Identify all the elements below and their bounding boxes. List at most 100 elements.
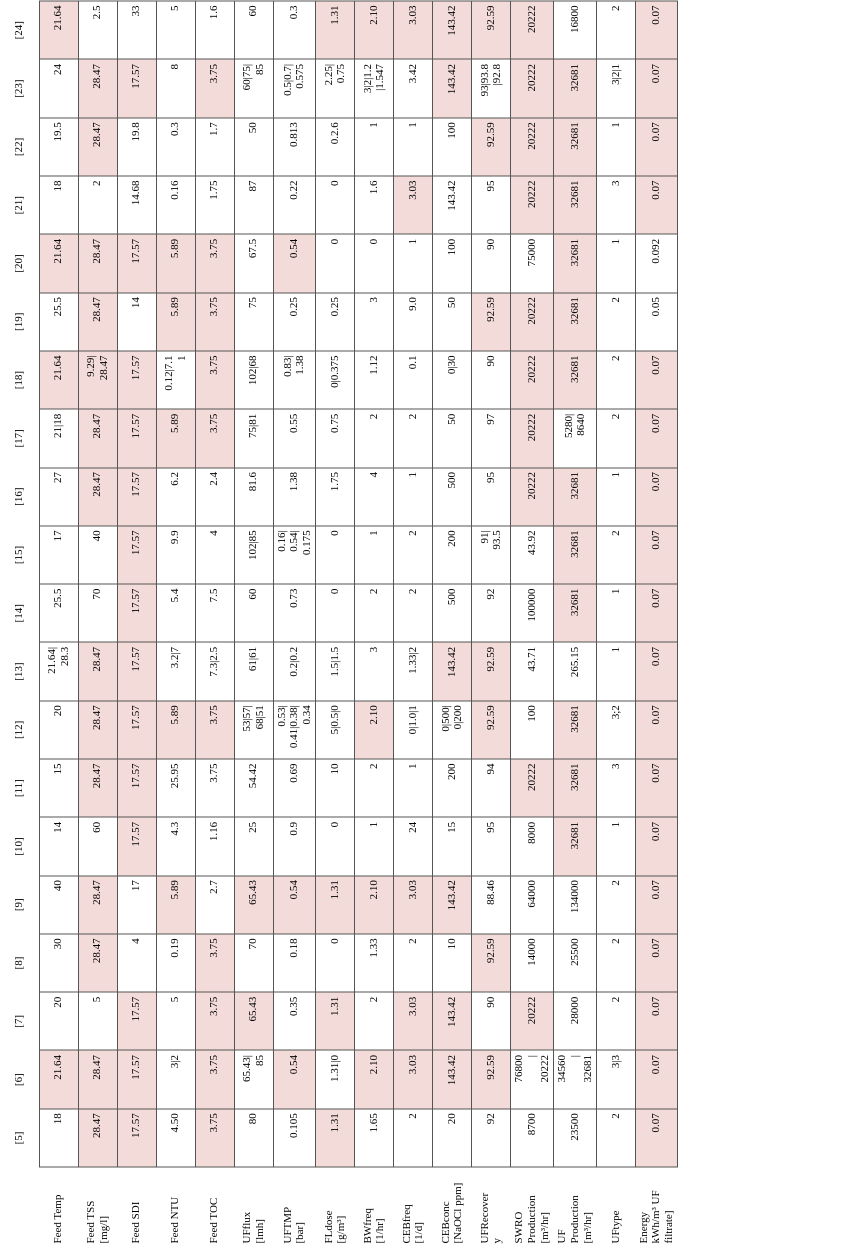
data-cell: 4 [355, 467, 394, 525]
data-cell: 90 [472, 350, 511, 408]
data-cell: 24 [394, 817, 433, 875]
data-cell: 92.59 [472, 1, 511, 59]
data-cell: 9.29|28.47 [78, 350, 117, 408]
data-cell: 5.89 [156, 292, 195, 350]
data-cell: 7.5 [195, 584, 234, 642]
data-cell: 32681 [554, 292, 597, 350]
data-cell: 2.4 [195, 467, 234, 525]
data-cell: 2 [597, 409, 636, 467]
data-cell: 1 [394, 117, 433, 175]
data-cell: 2 [597, 525, 636, 583]
row-label: UFTMP[bar] [273, 1167, 316, 1247]
data-cell: 92.59 [472, 292, 511, 350]
data-cell: 95 [472, 176, 511, 234]
data-cell: 1 [355, 117, 394, 175]
data-cell: 28000 [554, 992, 597, 1050]
data-cell: 17.57 [117, 642, 156, 700]
data-cell: 3 [355, 292, 394, 350]
data-cell: 265.15 [554, 642, 597, 700]
data-cell: 20222 [511, 292, 554, 350]
data-cell: 4.3 [156, 817, 195, 875]
data-cell: 1 [394, 759, 433, 817]
data-cell: 97 [472, 409, 511, 467]
data-cell: 50 [234, 117, 273, 175]
data-cell: 18 [39, 1108, 78, 1166]
data-cell: 5 [78, 992, 117, 1050]
data-cell: 3.03 [394, 1050, 433, 1108]
data-cell: 5.89 [156, 234, 195, 292]
data-cell: 0.07 [636, 584, 678, 642]
data-cell: 3.75 [195, 350, 234, 408]
data-cell: 1 [394, 234, 433, 292]
data-cell: 0.5|0.7|0.575 [273, 59, 316, 117]
data-cell: 95 [472, 817, 511, 875]
data-cell: 20222 [511, 992, 554, 1050]
row-label: UFRecovery [472, 1167, 511, 1247]
data-cell: 0.092 [636, 234, 678, 292]
data-cell: 3.75 [195, 933, 234, 991]
data-cell: 0|0.375 [316, 350, 355, 408]
row-label: Feed SDI [117, 1167, 156, 1247]
data-cell: 143.42 [433, 642, 472, 700]
data-cell: 5|0.5|0 [316, 700, 355, 758]
data-cell: 81.6 [234, 467, 273, 525]
data-cell: 0|500|0|200 [433, 700, 472, 758]
data-cell: 15 [433, 817, 472, 875]
data-cell: 0.54 [273, 234, 316, 292]
data-cell: 25 [234, 817, 273, 875]
row-label: SWROProduction[m³/hr] [511, 1167, 554, 1247]
data-cell: 17.57 [117, 525, 156, 583]
data-cell: 75 [234, 292, 273, 350]
data-cell: 30 [39, 933, 78, 991]
data-cell: 1.6 [355, 176, 394, 234]
data-cell: 0.22 [273, 176, 316, 234]
row-label: EnergykWh/m³ UFfiltrate] [636, 1167, 678, 1247]
data-cell: 28.47 [78, 875, 117, 933]
data-cell: 0.53|0.41|0.38|0.34 [273, 700, 316, 758]
data-cell: 92 [472, 1108, 511, 1166]
data-cell: 102|68 [234, 350, 273, 408]
data-cell: 40 [78, 525, 117, 583]
data-cell: 3 [355, 642, 394, 700]
data-cell: 20222 [511, 176, 554, 234]
data-cell: 1.16 [195, 817, 234, 875]
header-col-c16: [16] [0, 467, 39, 525]
data-cell: 143.42 [433, 1050, 472, 1108]
data-cell: 32681 [554, 176, 597, 234]
data-cell: 1.31 [316, 1, 355, 59]
data-cell: 32681 [554, 467, 597, 525]
data-cell: 28.47 [78, 409, 117, 467]
data-cell: 60|75|85 [234, 59, 273, 117]
data-cell: 0.07 [636, 817, 678, 875]
data-cell: 67.5 [234, 234, 273, 292]
data-cell: 2 [394, 1108, 433, 1166]
data-cell: 92.59 [472, 117, 511, 175]
data-cell: 14.68 [117, 176, 156, 234]
data-cell: 3.75 [195, 759, 234, 817]
table-row: Feed TSS[mg/l]28.4728.47528.4728.476028.… [78, 1, 117, 1247]
row-label: Feed TOC [195, 1167, 234, 1247]
data-cell: 0.07 [636, 409, 678, 467]
data-cell: 0 [316, 584, 355, 642]
data-cell: 0.05 [636, 292, 678, 350]
header-col-c7: [7] [0, 992, 39, 1050]
row-label: UFflux[lmh] [234, 1167, 273, 1247]
data-cell: 1.31|0 [316, 1050, 355, 1108]
data-cell: 2 [355, 584, 394, 642]
data-cell: 80 [234, 1108, 273, 1166]
data-cell: 9.0 [394, 292, 433, 350]
data-cell: 32681 [554, 117, 597, 175]
data-cell: 28.47 [78, 759, 117, 817]
data-cell: 0.75 [316, 409, 355, 467]
data-cell: 0.73 [273, 584, 316, 642]
data-cell: 28.47 [78, 117, 117, 175]
data-cell: 34560|32681 [554, 1050, 597, 1108]
header-label-col [0, 1167, 39, 1247]
data-cell: 2.10 [355, 1050, 394, 1108]
header-col-c19: [19] [0, 292, 39, 350]
data-cell: 1 [597, 817, 636, 875]
data-cell: 0.1 [394, 350, 433, 408]
data-cell: 0|1.0|1 [394, 700, 433, 758]
data-cell: 90 [472, 992, 511, 1050]
data-cell: 3.75 [195, 700, 234, 758]
